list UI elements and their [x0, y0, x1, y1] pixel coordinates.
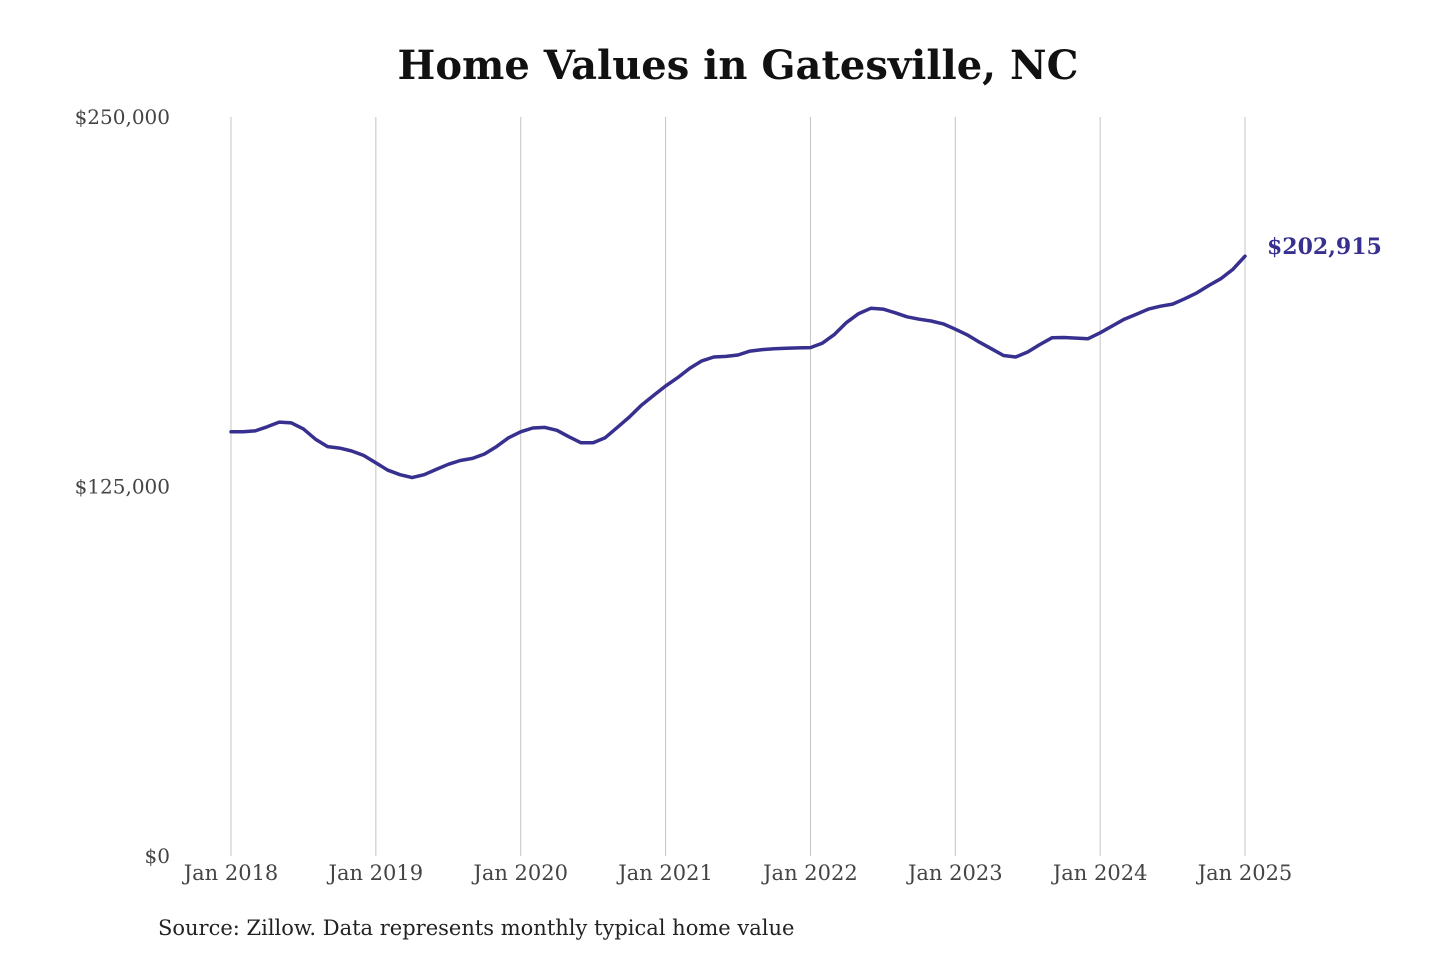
y-tick-label: $250,000: [75, 105, 170, 129]
source-note: Source: Zillow. Data represents monthly …: [158, 916, 795, 940]
chart-title: Home Values in Gatesville, NC: [397, 42, 1079, 89]
y-tick-label: $0: [145, 844, 170, 868]
y-tick-label: $125,000: [75, 475, 170, 499]
x-tick-label: Jan 2022: [761, 861, 858, 885]
x-tick-label: Jan 2020: [471, 861, 568, 885]
x-tick-label: Jan 2019: [327, 861, 424, 885]
x-tick-label: Jan 2025: [1196, 861, 1293, 885]
gridlines: [230, 117, 1246, 856]
x-tick-label: Jan 2018: [182, 861, 279, 885]
x-tick-label: Jan 2024: [1051, 861, 1148, 885]
end-value-label: $202,915: [1267, 234, 1382, 260]
x-axis: Jan 2018 Jan 2019 Jan 2020 Jan 2021 Jan 2022…: [182, 861, 1293, 885]
label-layer: $202,915: [1267, 234, 1382, 260]
x-tick-label: Jan 2021: [616, 861, 713, 885]
home-value-line: [229, 254, 1247, 480]
series-layer: [229, 254, 1247, 480]
x-tick-label: Jan 2023: [906, 861, 1003, 885]
y-axis: $250,000 $125,000 $0: [75, 105, 170, 868]
